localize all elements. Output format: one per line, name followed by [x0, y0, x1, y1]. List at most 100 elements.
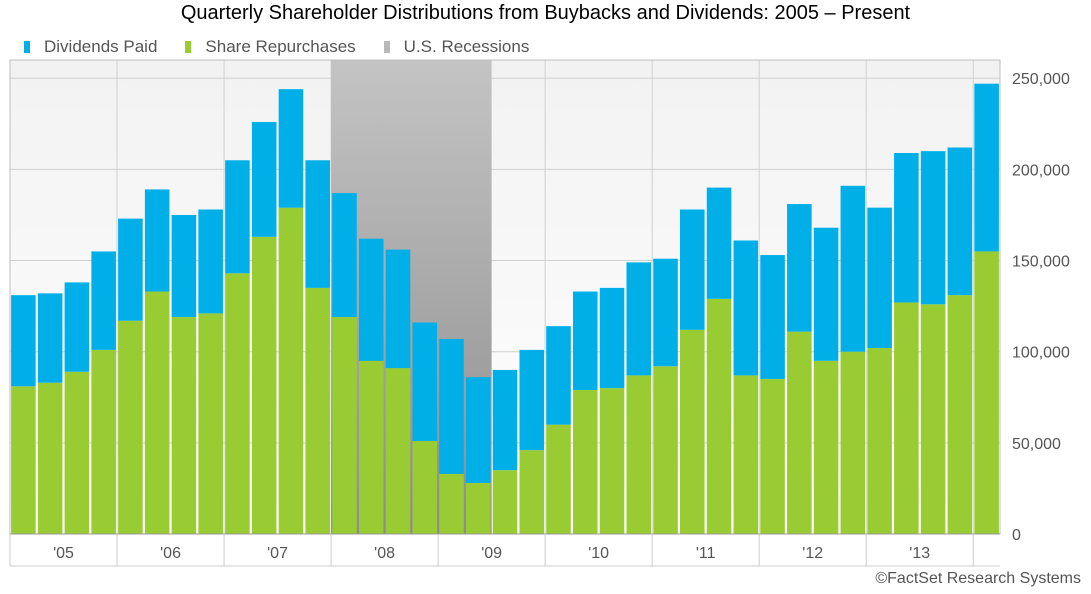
bar-dividends-paid	[974, 83, 999, 252]
bar-dividends-paid	[519, 349, 545, 451]
y-tick-label: 200,000	[1012, 162, 1070, 179]
bar-dividends-paid	[171, 214, 197, 318]
bar-share-repurchases	[278, 207, 304, 534]
bar-dividends-paid	[706, 187, 732, 299]
bar-share-repurchases	[519, 450, 545, 534]
bar-dividends-paid	[198, 209, 223, 314]
bar-share-repurchases	[894, 302, 919, 534]
y-tick-label: 150,000	[1012, 254, 1070, 271]
bar-share-repurchases	[599, 388, 625, 534]
x-tick-label: '10	[588, 545, 609, 562]
bar-dividends-paid	[225, 160, 250, 274]
x-tick-label: '12	[802, 545, 823, 562]
bar-dividends-paid	[37, 293, 63, 383]
bar-dividends-paid	[733, 240, 759, 376]
bar-share-repurchases	[947, 295, 973, 534]
bar-share-repurchases	[64, 371, 90, 534]
bar-dividends-paid	[465, 377, 491, 483]
bar-share-repurchases	[465, 482, 491, 534]
bar-share-repurchases	[867, 348, 892, 534]
x-tick-label: '11	[696, 545, 716, 562]
bar-dividends-paid	[599, 287, 625, 389]
legend-label-repurchases: Share Repurchases	[205, 37, 356, 56]
bar-dividends-paid	[653, 258, 678, 367]
bar-dividends-paid	[787, 204, 812, 332]
bar-dividends-paid	[894, 152, 919, 303]
bar-dividends-paid	[11, 295, 36, 387]
bar-share-repurchases	[385, 368, 411, 534]
x-tick-label: '05	[53, 545, 74, 562]
bar-share-repurchases	[706, 298, 732, 534]
bar-share-repurchases	[225, 273, 250, 534]
bar-share-repurchases	[572, 389, 598, 534]
bar-dividends-paid	[412, 322, 438, 442]
bar-share-repurchases	[920, 304, 946, 534]
bar-share-repurchases	[118, 320, 143, 534]
bar-dividends-paid	[144, 189, 170, 292]
bar-dividends-paid	[118, 218, 143, 321]
bar-share-repurchases	[787, 331, 812, 534]
bar-share-repurchases	[332, 317, 357, 534]
bar-dividends-paid	[64, 282, 90, 372]
bar-dividends-paid	[572, 291, 598, 390]
legend-swatch-repurchases	[185, 41, 192, 53]
legend-item-dividends: Dividends Paid	[24, 37, 157, 57]
bar-dividends-paid	[278, 89, 304, 208]
y-tick-label: 0	[1012, 527, 1021, 544]
bar-share-repurchases	[171, 317, 197, 534]
bar-share-repurchases	[37, 382, 63, 534]
legend-label-recessions: U.S. Recessions	[403, 37, 530, 56]
x-tick-label: '09	[481, 545, 502, 562]
bar-share-repurchases	[251, 236, 277, 535]
bar-share-repurchases	[439, 473, 464, 534]
bar-share-repurchases	[840, 351, 866, 534]
x-tick-label: '13	[909, 545, 930, 562]
bar-dividends-paid	[626, 262, 652, 376]
bar-dividends-paid	[920, 151, 946, 305]
bar-dividends-paid	[305, 160, 330, 288]
legend: Dividends Paid Share Repurchases U.S. Re…	[24, 37, 557, 57]
bar-dividends-paid	[760, 255, 785, 380]
bar-dividends-paid	[680, 209, 705, 330]
bar-share-repurchases	[412, 441, 438, 534]
y-tick-label: 50,000	[1012, 436, 1061, 453]
recession-band	[331, 60, 492, 534]
chart-title: Quarterly Shareholder Distributions from…	[180, 2, 911, 24]
bar-dividends-paid	[492, 369, 518, 471]
bar-share-repurchases	[11, 386, 36, 534]
bar-share-repurchases	[91, 349, 116, 534]
bar-share-repurchases	[733, 375, 759, 534]
bar-share-repurchases	[546, 424, 571, 534]
bar-dividends-paid	[358, 238, 384, 361]
bar-share-repurchases	[813, 360, 839, 534]
bar-dividends-paid	[840, 185, 866, 352]
bar-share-repurchases	[492, 470, 518, 534]
bar-dividends-paid	[867, 207, 892, 349]
credit-text: ©FactSet Research Systems	[875, 570, 1081, 587]
bar-dividends-paid	[947, 147, 973, 296]
bar-share-repurchases	[974, 251, 999, 534]
bar-share-repurchases	[653, 366, 678, 534]
x-tick-label: '08	[374, 545, 395, 562]
bar-dividends-paid	[546, 326, 571, 425]
bar-share-repurchases	[760, 379, 785, 534]
bar-dividends-paid	[251, 121, 277, 237]
bar-share-repurchases	[358, 360, 384, 534]
bar-share-repurchases	[198, 313, 223, 534]
legend-item-repurchases: Share Repurchases	[185, 37, 356, 57]
bar-share-repurchases	[680, 329, 705, 534]
bar-share-repurchases	[626, 375, 652, 534]
bar-dividends-paid	[91, 251, 116, 350]
bar-dividends-paid	[439, 338, 464, 474]
bar-share-repurchases	[305, 287, 330, 534]
legend-swatch-recessions	[383, 41, 390, 53]
bar-dividends-paid	[385, 249, 411, 369]
bar-dividends-paid	[813, 227, 839, 361]
y-tick-label: 100,000	[1012, 345, 1070, 362]
legend-item-recessions: U.S. Recessions	[383, 37, 530, 57]
x-tick-label: '06	[160, 545, 181, 562]
bar-share-repurchases	[144, 291, 170, 534]
legend-label-dividends: Dividends Paid	[44, 37, 158, 56]
x-tick-label: '07	[267, 545, 288, 562]
